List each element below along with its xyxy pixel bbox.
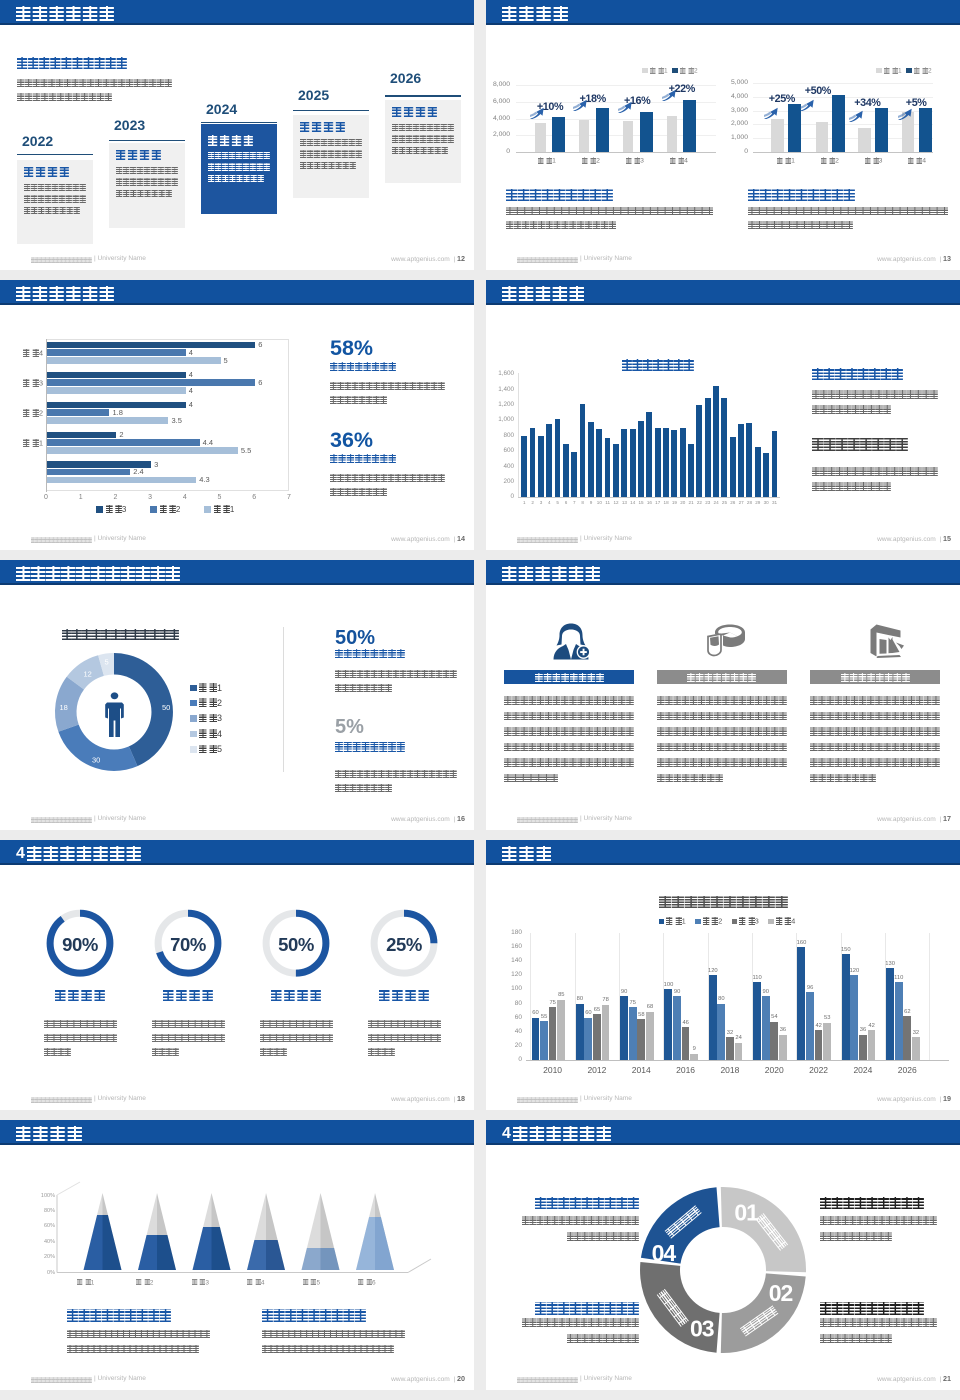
svg-text:30: 30 (92, 756, 100, 765)
svg-text:5: 5 (105, 658, 109, 667)
svg-text:04: 04 (652, 1240, 677, 1266)
svg-text:18: 18 (60, 703, 68, 712)
svg-text:03: 03 (690, 1315, 714, 1341)
svg-text:02: 02 (769, 1280, 793, 1306)
svg-text:12: 12 (84, 670, 92, 679)
svg-text:50: 50 (162, 703, 170, 712)
svg-text:01: 01 (734, 1200, 759, 1226)
